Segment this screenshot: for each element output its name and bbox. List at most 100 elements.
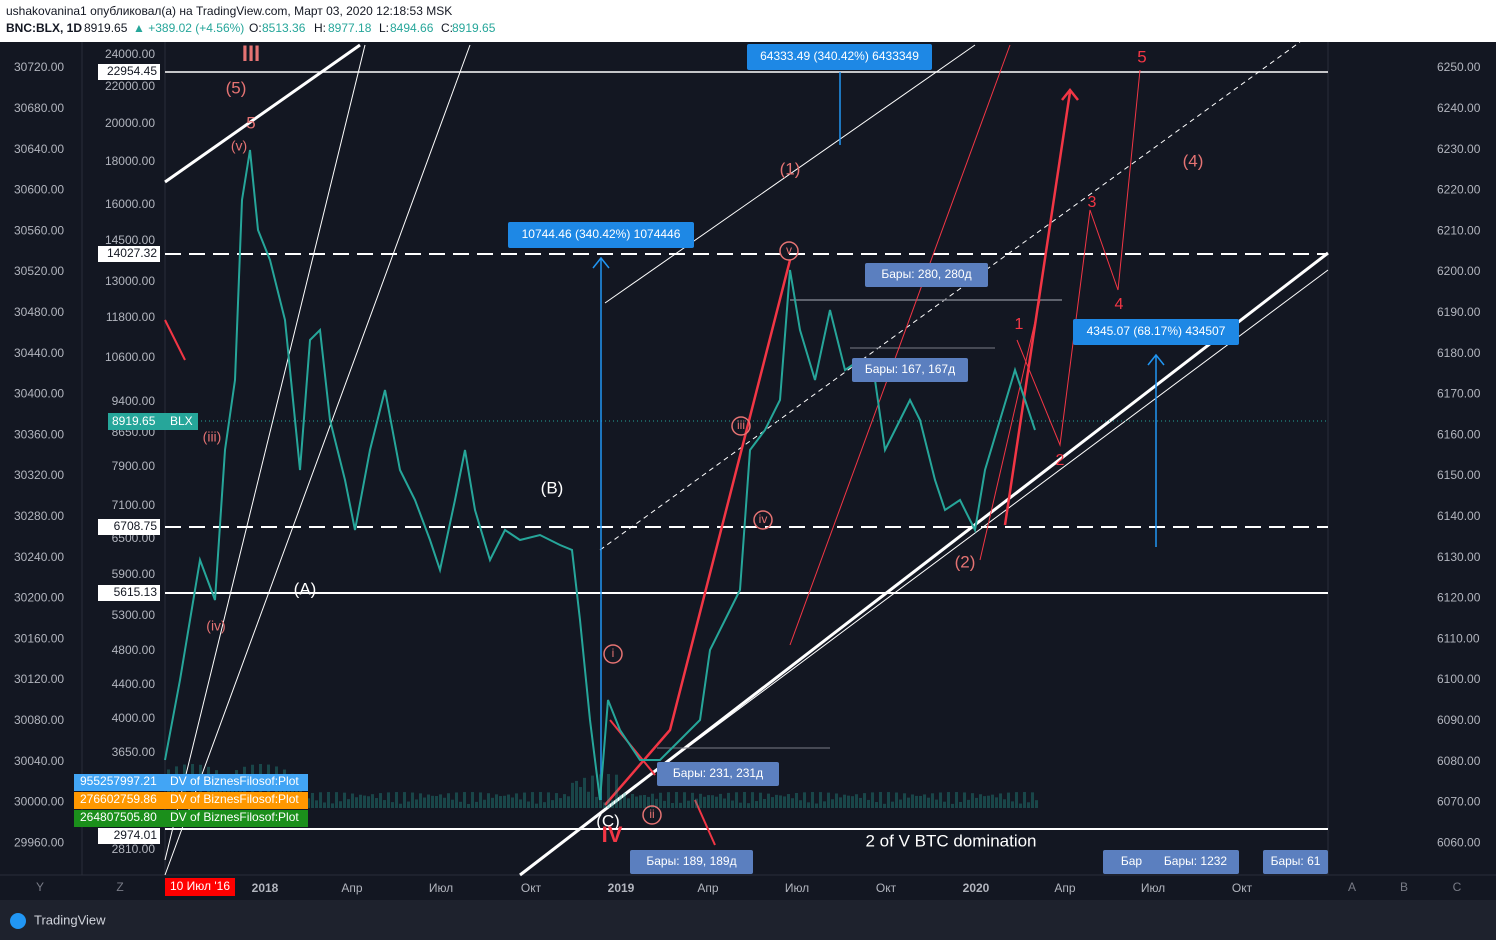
volume-bar bbox=[227, 774, 230, 808]
volume-bar bbox=[703, 796, 706, 808]
level-label: 5615.13 bbox=[114, 585, 158, 599]
volume-bar bbox=[387, 792, 390, 808]
scale-button: Z bbox=[116, 880, 123, 894]
axis-label: 30440.00 bbox=[14, 346, 64, 360]
level-tag bbox=[98, 585, 160, 601]
volume-bar bbox=[467, 803, 470, 808]
volume-bar bbox=[859, 797, 862, 808]
axis-label: 30600.00 bbox=[14, 183, 64, 197]
volume-bar bbox=[335, 792, 338, 808]
current-price: 8919.65 bbox=[112, 414, 156, 428]
wave-circle bbox=[731, 416, 751, 436]
level-tag bbox=[98, 828, 160, 844]
volume-bar bbox=[903, 793, 906, 808]
volume-bar bbox=[787, 794, 790, 808]
volume-bar bbox=[647, 796, 650, 808]
volume-bar bbox=[323, 802, 326, 808]
volume-bar bbox=[451, 799, 454, 808]
time-label: Окт bbox=[521, 881, 542, 895]
volume-bar bbox=[679, 802, 682, 808]
volume-bar bbox=[395, 792, 398, 808]
volume-bar bbox=[367, 796, 370, 808]
level-label: 22954.45 bbox=[107, 64, 157, 78]
time-label: Июл bbox=[1141, 881, 1165, 895]
volume-bar bbox=[307, 798, 310, 808]
volume-bar bbox=[687, 800, 690, 808]
volume-bar bbox=[391, 802, 394, 808]
axis-label: 6120.00 bbox=[1437, 591, 1481, 605]
volume-bar bbox=[819, 792, 822, 808]
measure-label: 64333.49 (340.42%) 6433349 bbox=[760, 49, 919, 63]
indicator-value: 264807505.80 bbox=[80, 810, 157, 824]
volume-bar bbox=[723, 798, 726, 808]
volume-bar bbox=[875, 802, 878, 808]
indicator-tag bbox=[74, 774, 308, 791]
volume-bar bbox=[519, 799, 522, 808]
volume-bar bbox=[1019, 803, 1022, 808]
volume-bar bbox=[855, 794, 858, 808]
volume-bar bbox=[699, 793, 702, 808]
axis-label: 6150.00 bbox=[1437, 468, 1481, 482]
volume-bar bbox=[719, 793, 722, 808]
volume-bar bbox=[771, 797, 774, 808]
time-label: Апр bbox=[697, 881, 719, 895]
bars-label: Бары: 189, 189д bbox=[646, 854, 736, 868]
scale-button: B bbox=[1400, 880, 1408, 894]
volume-bar bbox=[339, 801, 342, 808]
volume-bar bbox=[707, 795, 710, 808]
volume-bar bbox=[543, 802, 546, 808]
volume-bar bbox=[1003, 799, 1006, 808]
volume-bar bbox=[671, 802, 674, 808]
bars-label: Бары: 280, 280д bbox=[881, 267, 971, 281]
axis-label: 5900.00 bbox=[112, 567, 156, 581]
volume-bar bbox=[731, 800, 734, 808]
axis-label: 30720.00 bbox=[14, 60, 64, 74]
volume-bar bbox=[431, 795, 434, 808]
wave-label: (2) bbox=[955, 552, 976, 571]
volume-bar bbox=[851, 796, 854, 808]
time-label: Апр bbox=[1054, 881, 1076, 895]
indicator-tag bbox=[74, 810, 308, 827]
volume-bar bbox=[691, 792, 694, 808]
volume-bar bbox=[587, 791, 590, 808]
volume-bar bbox=[931, 793, 934, 808]
wave-label: (1) bbox=[780, 159, 801, 178]
volume-bar bbox=[795, 792, 798, 808]
volume-bar bbox=[347, 799, 350, 808]
axis-label: 18000.00 bbox=[105, 154, 155, 168]
volume-bar bbox=[403, 792, 406, 808]
wave-label: 4 bbox=[1115, 296, 1124, 313]
wave-label: 3 bbox=[1088, 194, 1097, 211]
axis-label: 6230.00 bbox=[1437, 142, 1481, 156]
wave-label: i bbox=[612, 646, 615, 660]
axis-label: 6060.00 bbox=[1437, 835, 1481, 849]
volume-bar bbox=[1007, 792, 1010, 808]
volume-bar bbox=[827, 792, 830, 808]
axis-label: 6100.00 bbox=[1437, 672, 1481, 686]
wave-label: iii bbox=[737, 418, 745, 432]
volume-bar bbox=[355, 797, 358, 808]
volume-bar bbox=[955, 792, 958, 808]
wave-label: v bbox=[786, 243, 792, 257]
axis-label: 6130.00 bbox=[1437, 550, 1481, 564]
axis-label: 16000.00 bbox=[105, 197, 155, 211]
volume-bar bbox=[371, 794, 374, 808]
bars-box bbox=[865, 263, 988, 287]
volume-bar bbox=[715, 796, 718, 808]
volume-bar bbox=[807, 802, 810, 808]
axis-label: 6090.00 bbox=[1437, 713, 1481, 727]
volume-bar bbox=[351, 793, 354, 808]
axis-label: 30160.00 bbox=[14, 631, 64, 645]
volume-bar bbox=[1011, 801, 1014, 808]
volume-bar bbox=[511, 797, 514, 808]
axis-label: 6180.00 bbox=[1437, 346, 1481, 360]
volume-bar bbox=[327, 792, 330, 808]
volume-bar bbox=[975, 797, 978, 808]
volume-bar bbox=[751, 792, 754, 808]
volume-bar bbox=[915, 795, 918, 808]
axis-label: 4800.00 bbox=[112, 643, 156, 657]
volume-bar bbox=[735, 792, 738, 808]
wave-label: ii bbox=[649, 807, 654, 821]
volume-bar bbox=[527, 801, 530, 808]
volume-bar bbox=[295, 775, 298, 808]
